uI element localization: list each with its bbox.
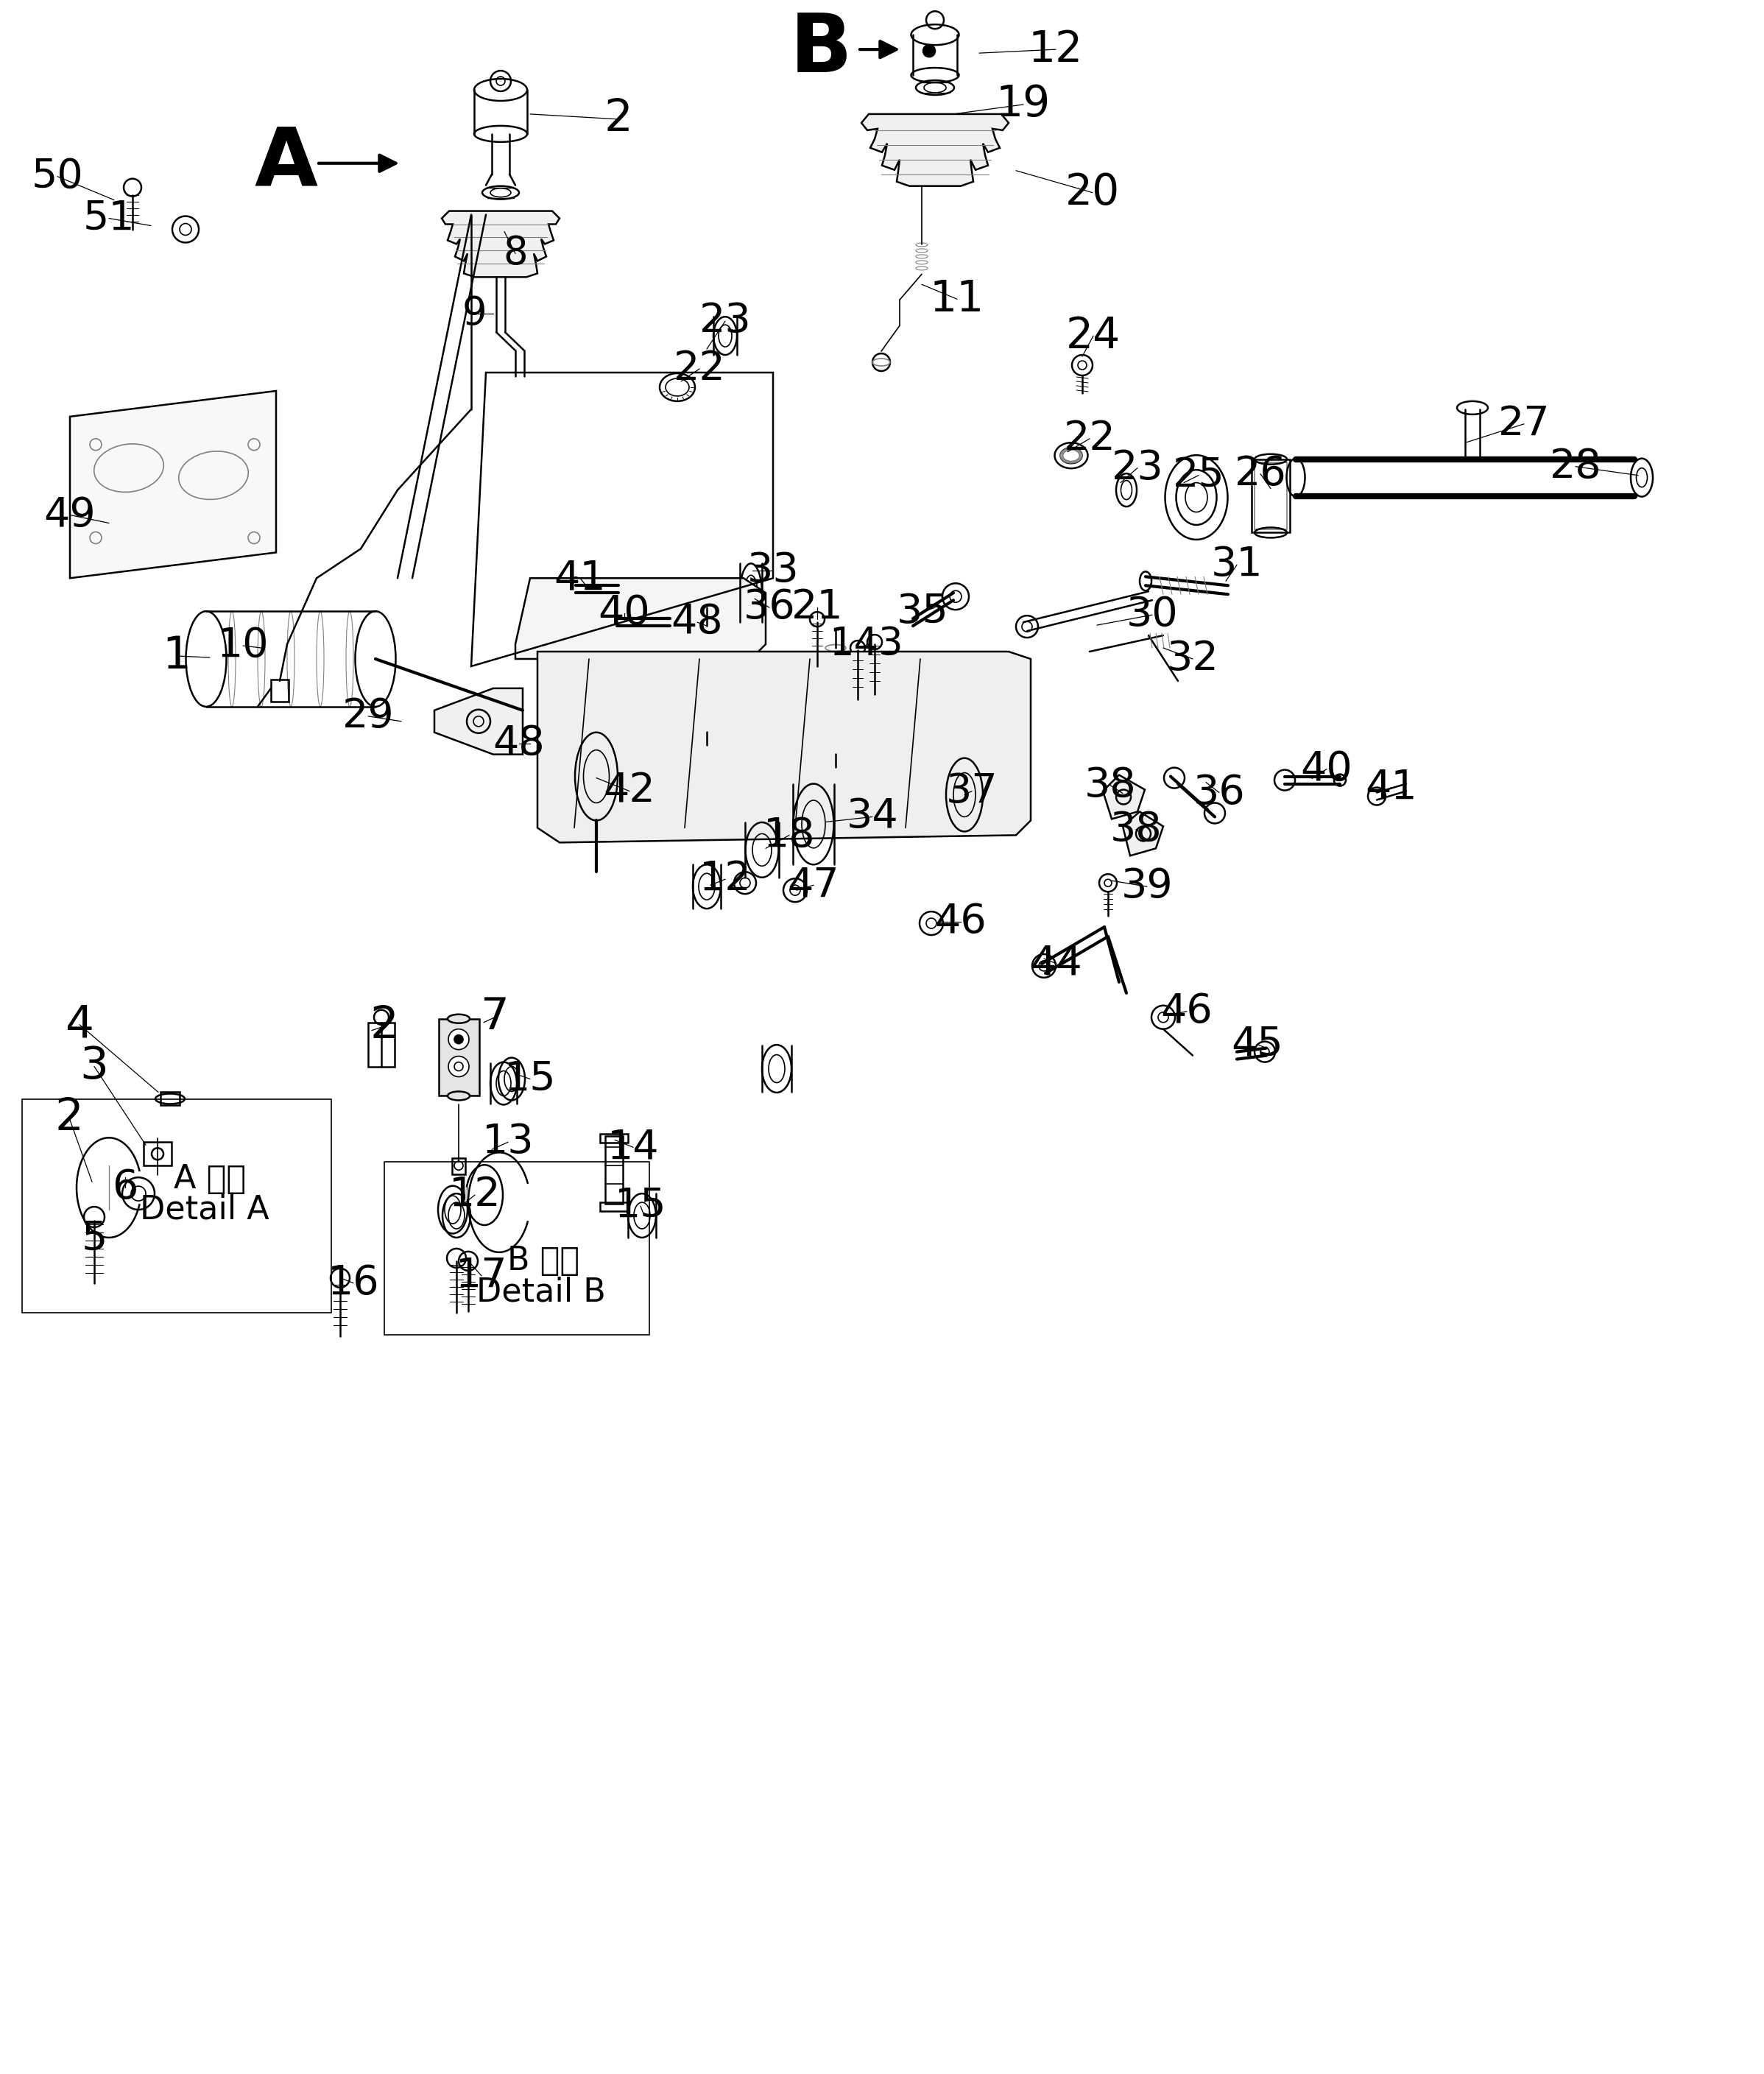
- Text: 38: 38: [1110, 809, 1162, 848]
- Text: 34: 34: [847, 796, 898, 836]
- Text: 37: 37: [946, 772, 998, 811]
- Text: 26: 26: [1235, 454, 1286, 494]
- Text: 36: 36: [743, 587, 796, 628]
- Text: A 詳細: A 詳細: [173, 1164, 245, 1195]
- Polygon shape: [441, 212, 559, 278]
- Text: 51: 51: [83, 199, 136, 239]
- Text: 2: 2: [55, 1097, 83, 1139]
- Text: 49: 49: [44, 496, 95, 535]
- Text: 22: 22: [674, 348, 725, 388]
- Text: 23: 23: [1111, 448, 1164, 487]
- Bar: [439, 1018, 480, 1095]
- Circle shape: [942, 583, 968, 610]
- Polygon shape: [1122, 811, 1162, 857]
- Text: 40: 40: [598, 593, 651, 633]
- Text: 15: 15: [505, 1060, 556, 1099]
- Text: 41: 41: [554, 558, 607, 597]
- Text: 47: 47: [787, 865, 840, 904]
- Bar: [161, 1093, 180, 1105]
- Text: 13: 13: [482, 1122, 534, 1161]
- Text: 12: 12: [699, 859, 751, 900]
- Text: 40: 40: [1300, 749, 1353, 788]
- Ellipse shape: [448, 1091, 469, 1101]
- Text: 15: 15: [614, 1186, 667, 1226]
- Text: 143: 143: [829, 624, 903, 664]
- Bar: [452, 1157, 466, 1174]
- Polygon shape: [434, 689, 522, 755]
- Text: 27: 27: [1498, 404, 1551, 444]
- Bar: [605, 1137, 623, 1203]
- Text: 42: 42: [603, 772, 656, 811]
- Bar: [600, 1134, 628, 1143]
- Text: 5: 5: [81, 1220, 108, 1259]
- Text: Detail A: Detail A: [139, 1195, 270, 1226]
- Text: 22: 22: [1064, 419, 1115, 458]
- Bar: [272, 680, 289, 701]
- Text: 18: 18: [764, 815, 815, 854]
- Text: 35: 35: [896, 591, 949, 633]
- Text: 16: 16: [328, 1263, 379, 1302]
- Bar: [23, 1099, 332, 1313]
- Text: B: B: [790, 10, 852, 89]
- Text: 4: 4: [65, 1004, 93, 1047]
- Polygon shape: [1102, 776, 1145, 819]
- Text: 48: 48: [672, 601, 723, 643]
- Text: 46: 46: [1161, 991, 1214, 1031]
- Text: 12: 12: [448, 1176, 501, 1215]
- Bar: [369, 1022, 395, 1066]
- Polygon shape: [515, 579, 766, 660]
- Text: 20: 20: [1065, 172, 1120, 214]
- Text: 9: 9: [462, 295, 487, 334]
- Text: 23: 23: [699, 301, 751, 340]
- Text: 28: 28: [1549, 446, 1602, 487]
- Polygon shape: [71, 390, 277, 579]
- Text: 25: 25: [1173, 456, 1224, 496]
- Text: 32: 32: [1166, 639, 1219, 678]
- Text: 33: 33: [746, 552, 799, 591]
- Circle shape: [455, 1035, 464, 1043]
- Text: 30: 30: [1125, 595, 1178, 635]
- Text: 24: 24: [1065, 315, 1120, 357]
- Text: 12: 12: [1028, 29, 1083, 71]
- Circle shape: [448, 1029, 469, 1049]
- Text: 1: 1: [162, 635, 191, 678]
- Text: 11: 11: [930, 278, 984, 319]
- Text: 50: 50: [32, 158, 83, 197]
- Bar: [143, 1143, 171, 1166]
- Text: 14: 14: [607, 1128, 660, 1168]
- Text: 39: 39: [1122, 867, 1173, 906]
- Bar: [1252, 458, 1289, 533]
- Text: 44: 44: [1030, 944, 1083, 983]
- Polygon shape: [861, 114, 1009, 187]
- Circle shape: [923, 46, 935, 56]
- Text: 19: 19: [997, 83, 1051, 127]
- Text: A: A: [254, 124, 318, 203]
- Text: 36: 36: [1192, 774, 1245, 813]
- Text: 6: 6: [113, 1168, 138, 1207]
- Bar: [600, 1203, 628, 1211]
- Text: 17: 17: [455, 1257, 508, 1296]
- Text: Detail B: Detail B: [476, 1276, 605, 1309]
- Text: 10: 10: [217, 626, 268, 666]
- Polygon shape: [538, 651, 1030, 842]
- Text: 8: 8: [503, 234, 527, 272]
- Text: 31: 31: [1210, 545, 1263, 585]
- Text: 7: 7: [480, 996, 510, 1039]
- Text: 46: 46: [935, 902, 986, 942]
- Circle shape: [448, 1056, 469, 1076]
- Text: 2: 2: [370, 1004, 399, 1047]
- Text: 21: 21: [792, 587, 843, 628]
- Text: 45: 45: [1231, 1025, 1284, 1064]
- Ellipse shape: [448, 1014, 469, 1022]
- Bar: [1254, 463, 1288, 529]
- Text: 41: 41: [1365, 767, 1418, 807]
- Text: 29: 29: [342, 697, 393, 736]
- Text: B 詳細: B 詳細: [508, 1244, 579, 1278]
- Text: 48: 48: [494, 724, 545, 763]
- Text: 38: 38: [1085, 765, 1136, 805]
- Text: 3: 3: [79, 1045, 109, 1089]
- Bar: [385, 1161, 649, 1334]
- Text: 2: 2: [603, 97, 633, 141]
